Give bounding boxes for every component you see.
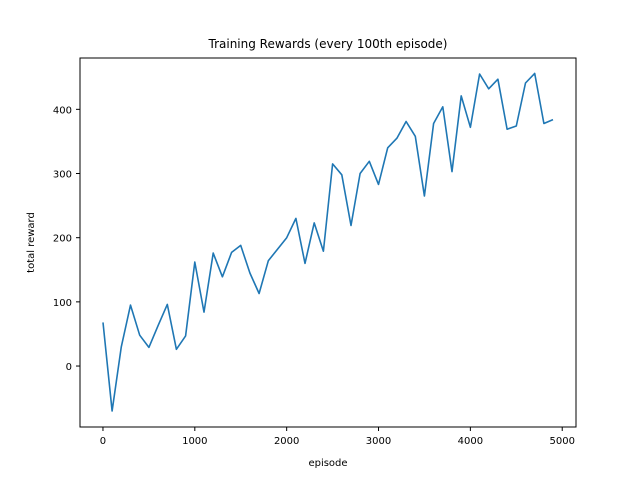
series-line — [102, 72, 554, 412]
plot-frame — [79, 57, 577, 428]
y-tick-label: 400 — [53, 105, 72, 116]
x-tick-label: 2000 — [274, 436, 299, 447]
series-layer — [102, 72, 554, 412]
y-tick-label: 200 — [53, 234, 72, 245]
y-tick-label: 300 — [53, 170, 72, 181]
x-axis: 0 1000 2000 3000 4000 5000 — [100, 427, 575, 447]
x-axis-label: episode — [308, 458, 347, 469]
plot-area — [79, 57, 577, 428]
y-axis: 0 100 200 300 400 — [53, 105, 80, 373]
y-tick-label: 0 — [66, 362, 72, 373]
x-tick-label: 5000 — [549, 436, 574, 447]
x-tick-label: 1000 — [182, 436, 207, 447]
x-tick-label: 3000 — [366, 436, 391, 447]
y-axis-label: total reward — [26, 212, 37, 273]
x-tick-label: 4000 — [458, 436, 483, 447]
x-tick-label: 0 — [100, 436, 106, 447]
y-tick-label: 100 — [53, 298, 72, 309]
chart-title: Training Rewards (every 100th episode) — [208, 37, 448, 51]
